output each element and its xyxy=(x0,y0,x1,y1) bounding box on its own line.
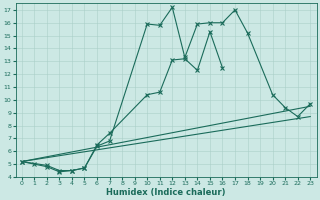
X-axis label: Humidex (Indice chaleur): Humidex (Indice chaleur) xyxy=(106,188,226,197)
